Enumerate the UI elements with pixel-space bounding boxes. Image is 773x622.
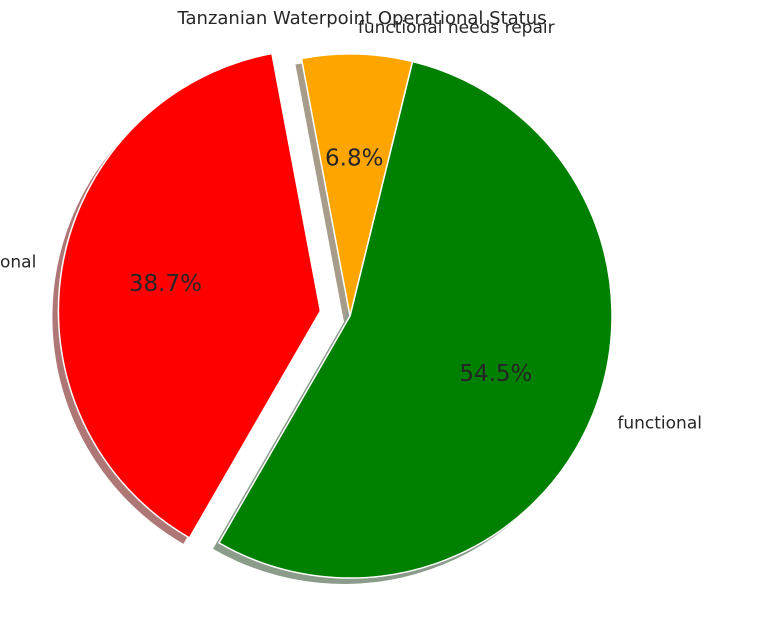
slice-percent-functional-needs-repair: 6.8% — [325, 145, 383, 171]
slice-label-functional: functional — [617, 413, 702, 433]
pie-slice-functional-needs-repair — [300, 53, 414, 317]
slice-percent-functional: 54.5% — [459, 361, 532, 387]
slice-label-functional-needs-repair: functional needs repair — [358, 18, 555, 38]
pie-slice-non-functional — [57, 52, 322, 539]
slice-labels: functional 54.5% functional needs repair 6.… — [0, 18, 702, 434]
pie-slices — [57, 52, 613, 579]
chart-title: Tanzanian Waterpoint Operational Status — [176, 8, 546, 29]
slice-label-non-functional: non functional — [0, 253, 36, 273]
slice-percent-non-functional: 38.7% — [129, 271, 202, 297]
pie-slice-functional — [218, 60, 613, 579]
